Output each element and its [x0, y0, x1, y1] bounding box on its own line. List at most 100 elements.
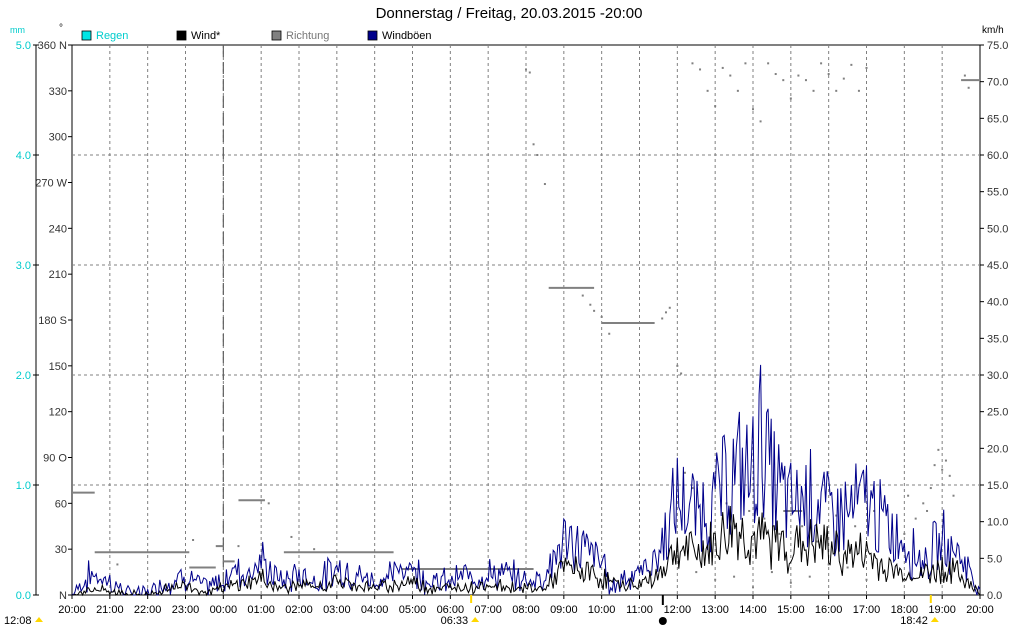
direction-dot [854, 525, 857, 528]
rain-tick-label: 2.0 [16, 370, 31, 382]
chart-title: Donnerstag / Freitag, 20.03.2015 -20:00 [376, 5, 643, 22]
series-line-wind [72, 505, 981, 597]
direction-dot [680, 372, 683, 375]
direction-dot [759, 120, 762, 123]
direction-dot [600, 315, 603, 318]
sunset-time: 18:42 [900, 615, 928, 627]
direction-dot [116, 563, 119, 566]
legend-swatch-richtung [271, 30, 282, 41]
direction-dot [846, 566, 849, 569]
direction-dot [661, 317, 664, 320]
direction-dot [778, 532, 781, 535]
direction-dot [744, 62, 747, 65]
legend-label-wind: Wind* [191, 30, 221, 42]
direction-dot [941, 468, 944, 471]
time-tick-label: 13:00 [701, 604, 729, 616]
direction-tick-label: 330 [49, 86, 67, 98]
direction-dot [608, 332, 611, 335]
direction-dot [948, 474, 951, 477]
direction-dot [774, 73, 777, 76]
direction-dot [237, 545, 240, 548]
legend-swatch-wind [176, 30, 187, 41]
direction-dot [835, 89, 838, 92]
speed-tick-label: 35.0 [987, 333, 1008, 345]
time-tick-label: 00:00 [210, 604, 238, 616]
direction-dot [536, 154, 539, 156]
rain-unit-label: mm [10, 25, 25, 35]
speed-tick-label: 10.0 [987, 517, 1008, 529]
time-tick-label: 10:00 [588, 604, 616, 616]
sunrise-icon [471, 617, 480, 622]
direction-dot [290, 535, 293, 538]
direction-dot [922, 502, 925, 505]
direction-tick-label: 180 S [38, 315, 67, 327]
series-layer [71, 62, 981, 597]
time-tick-label: 09:00 [550, 604, 578, 616]
direction-dot [752, 586, 754, 589]
speed-tick-label: 40.0 [987, 297, 1008, 309]
direction-dot [789, 97, 792, 100]
time-tick-label: 06:00 [437, 604, 465, 616]
time-tick-label: 19:00 [928, 604, 956, 616]
direction-tick-label: 210 [49, 269, 67, 281]
time-tick-label: 01:00 [247, 604, 275, 616]
bottom-axis: 20:00 21:00 22:00 23:00 00:00 01:00 02:00 03:00… [4, 595, 994, 627]
rain-tick-label: 5.0 [16, 40, 31, 52]
speed-tick-label: 55.0 [987, 187, 1008, 199]
direction-tick-label: 90 O [43, 453, 67, 465]
direction-dot [676, 364, 679, 367]
speed-tick-label: 75.0 [987, 40, 1008, 52]
direction-tick-label: 120 [49, 407, 67, 419]
direction-tick-label: 150 [49, 361, 67, 373]
direction-dot [820, 62, 823, 65]
direction-dot [812, 89, 815, 92]
time-tick-label: 03:00 [323, 604, 351, 616]
time-tick-label: 23:00 [172, 604, 200, 616]
direction-dot [313, 548, 316, 551]
speed-tick-label: 5.0 [987, 553, 1002, 565]
degree-symbol: ° [59, 23, 63, 34]
sunrise-time: 06:33 [441, 615, 469, 627]
time-tick-label: 07:00 [474, 604, 502, 616]
plot-frame [71, 44, 981, 596]
direction-dot [691, 62, 694, 65]
direction-dot [770, 571, 773, 574]
direction-tick-label: 300 [49, 132, 67, 144]
time-tick-label: 14:00 [739, 604, 767, 616]
direction-dot [842, 77, 845, 80]
sun-icon [35, 617, 43, 622]
direction-dot [850, 63, 853, 66]
sun-time-left: 12:08 [4, 615, 32, 627]
direction-dot [873, 509, 876, 512]
speed-tick-label: 45.0 [987, 260, 1008, 272]
speed-tick-label: 65.0 [987, 113, 1008, 125]
direction-tick-label: 60 [55, 498, 67, 510]
speed-tick-label: 70.0 [987, 77, 1008, 89]
speed-tick-label: 15.0 [987, 480, 1008, 492]
legend: Regen Wind* Richtung Windböen [81, 30, 432, 42]
direction-dot [192, 539, 195, 541]
direction-dot [865, 66, 868, 69]
rain-tick-label: 0.0 [16, 590, 31, 602]
direction-dot [944, 459, 947, 462]
direction-dot [593, 309, 596, 312]
direction-dot [865, 578, 868, 581]
direction-dot [691, 487, 694, 490]
direction-dot [736, 89, 739, 92]
time-tick-label: 17:00 [853, 604, 881, 616]
direction-dot [967, 86, 970, 89]
grid [71, 44, 981, 596]
time-tick-label: 04:00 [361, 604, 389, 616]
legend-label-windboeen: Windböen [382, 30, 432, 42]
direction-tick-label: 360 N [38, 40, 67, 52]
legend-swatch-regen [81, 30, 92, 41]
direction-dot [782, 79, 785, 82]
time-tick-label: 20:00 [58, 604, 86, 616]
direction-dot [733, 575, 736, 578]
direction-dot [714, 578, 717, 581]
direction-dot [668, 306, 671, 309]
direction-dot [801, 525, 804, 528]
time-tick-label: 08:00 [512, 604, 540, 616]
direction-dot [699, 68, 702, 71]
legend-label-regen: Regen [96, 30, 128, 42]
